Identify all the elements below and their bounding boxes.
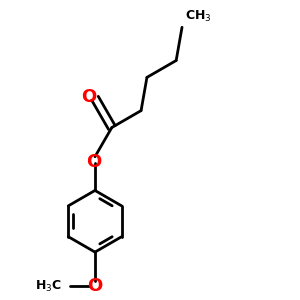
Text: O: O — [87, 277, 103, 295]
Text: CH$_3$: CH$_3$ — [185, 9, 212, 24]
Text: H$_3$C: H$_3$C — [35, 278, 62, 294]
Text: O: O — [86, 153, 101, 171]
Text: O: O — [81, 88, 96, 106]
